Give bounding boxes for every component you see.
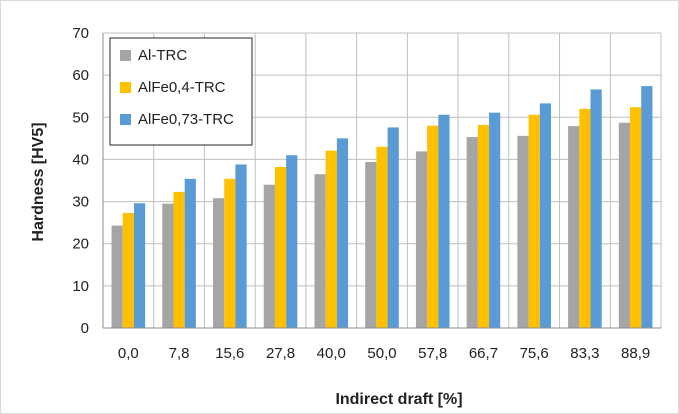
bar-1 — [568, 126, 580, 328]
bar-2 — [224, 178, 236, 328]
bar-1 — [111, 225, 123, 328]
bar-1 — [365, 161, 377, 328]
y-tick-label: 70 — [72, 25, 89, 42]
bar-1 — [517, 135, 529, 328]
x-tick-label: 57,8 — [418, 345, 447, 362]
y-axis-title: Hardness [HV5] — [30, 122, 47, 241]
y-tick-label: 50 — [72, 109, 89, 126]
x-tick-label: 88,9 — [621, 345, 650, 362]
y-tick-label: 40 — [72, 151, 89, 168]
bar-1 — [314, 174, 326, 328]
legend: Al-TRC AlFe0,4-TRC AlFe0,73-TRC — [109, 37, 253, 146]
bar-3 — [641, 86, 653, 328]
bar-2 — [427, 125, 439, 328]
bar-2 — [122, 212, 134, 328]
legend-box — [109, 37, 253, 146]
x-tick-label: 7,8 — [169, 345, 190, 362]
bar-3 — [539, 103, 551, 328]
legend-swatch — [120, 114, 131, 125]
bar-3 — [286, 155, 298, 328]
legend-swatch — [120, 50, 131, 61]
y-tick-label: 20 — [72, 236, 89, 253]
bar-3 — [489, 112, 501, 329]
bar-1 — [466, 137, 478, 328]
axes: 0 10 20 30 40 50 60 70 0,0 7,8 15,6 27,8 40,0 50,0 57,… — [72, 25, 661, 362]
x-tick-label: 15,6 — [215, 345, 244, 362]
bar-2 — [325, 150, 337, 328]
legend-label: Al-TRC — [138, 47, 187, 64]
bars — [111, 86, 653, 329]
x-tick-label: 50,0 — [367, 345, 396, 362]
bar-1 — [162, 203, 174, 328]
legend-swatch — [120, 82, 131, 93]
bar-2 — [477, 124, 490, 328]
y-tick-label: 10 — [72, 278, 89, 295]
bar-3 — [590, 89, 602, 328]
bar-3 — [336, 138, 349, 328]
bar-3 — [387, 127, 399, 329]
bar-2 — [579, 108, 591, 328]
bar-2 — [528, 114, 540, 328]
x-axis-title: Indirect draft [%] — [335, 391, 462, 408]
bar-2 — [173, 191, 185, 328]
bar-1 — [415, 151, 428, 328]
y-tick-label: 30 — [72, 194, 89, 211]
bar-2 — [630, 107, 642, 329]
bar-3 — [133, 203, 146, 328]
bar-2 — [274, 167, 287, 328]
x-tick-label: 75,6 — [520, 345, 549, 362]
bar-1 — [618, 122, 631, 328]
x-tick-label: 27,8 — [266, 345, 295, 362]
bar-1 — [213, 198, 225, 328]
x-tick-label: 66,7 — [469, 345, 498, 362]
bar-3 — [184, 178, 196, 328]
y-tick-label: 0 — [81, 320, 89, 337]
legend-label: AlFe0,4-TRC — [138, 79, 226, 96]
legend-label: AlFe0,73-TRC — [138, 111, 234, 128]
bar-3 — [438, 114, 450, 328]
bar-3 — [235, 164, 247, 328]
bar-1 — [263, 184, 275, 328]
x-tick-label: 40,0 — [317, 345, 346, 362]
x-tick-label: 83,3 — [570, 345, 599, 362]
x-tick-label: 0,0 — [118, 345, 139, 362]
bar-2 — [376, 146, 388, 328]
y-tick-label: 60 — [72, 67, 89, 84]
